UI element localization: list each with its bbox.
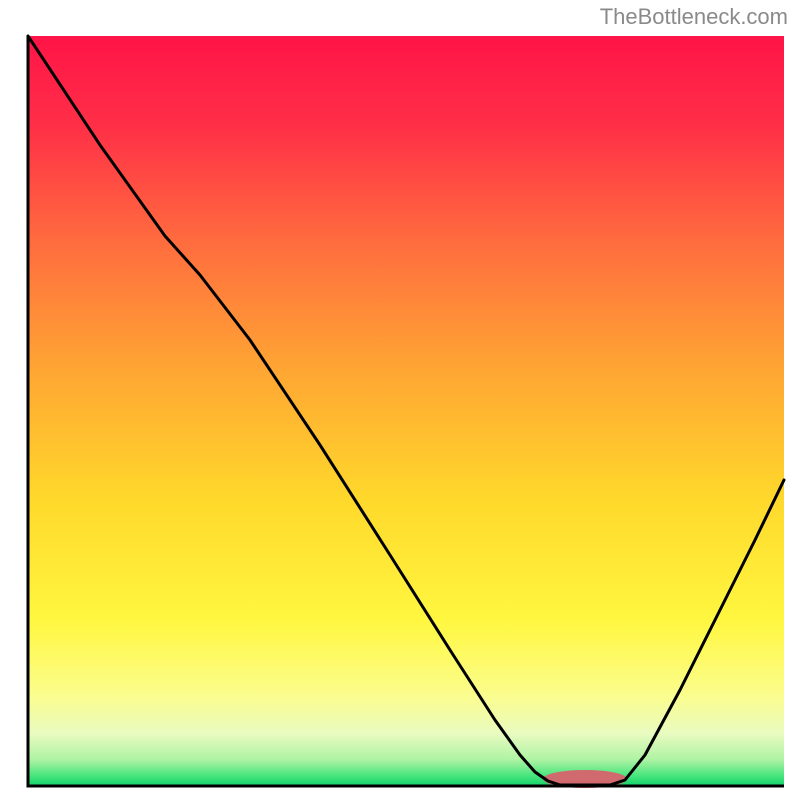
watermark-text: TheBottleneck.com	[600, 4, 788, 30]
gradient-background	[28, 36, 784, 786]
bottleneck-chart	[0, 0, 800, 800]
chart-svg	[0, 0, 800, 800]
